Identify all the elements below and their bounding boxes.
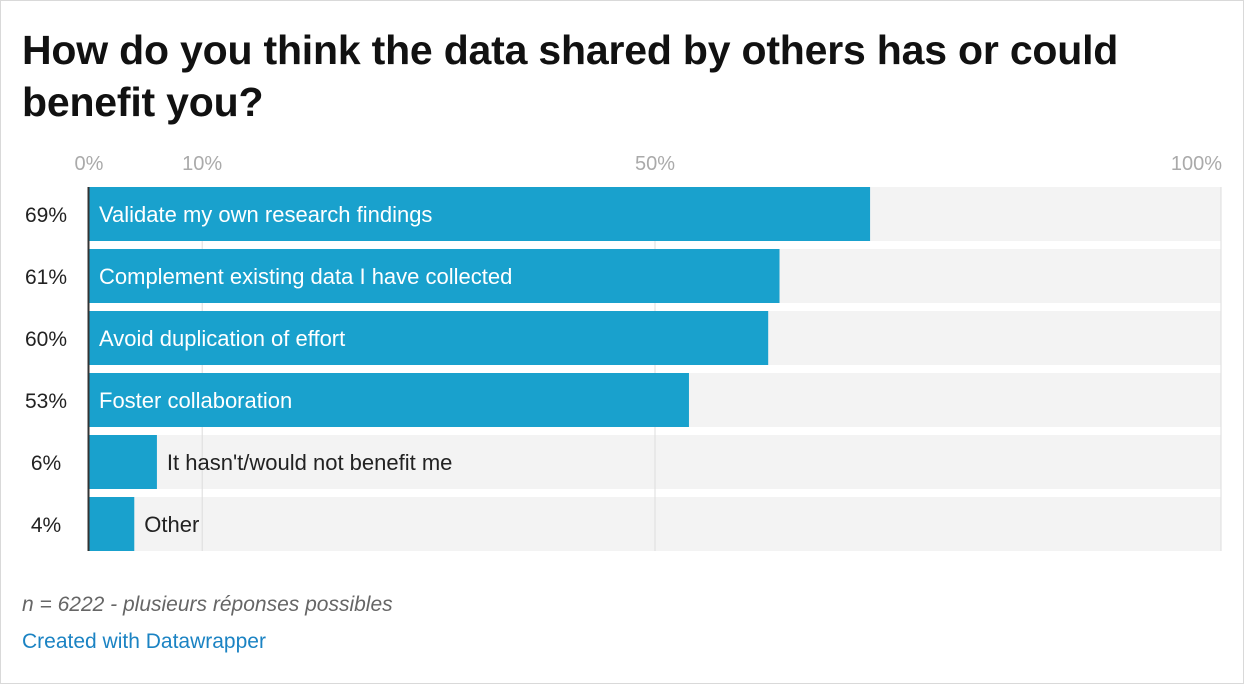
x-tick-label: 10% — [182, 153, 222, 175]
bar — [89, 435, 157, 489]
value-label: 69% — [25, 204, 67, 227]
value-label: 4% — [31, 514, 61, 537]
category-label: Avoid duplication of effort — [99, 326, 345, 351]
sample-size-note: n = 6222 - plusieurs réponses possibles — [22, 593, 393, 616]
bar — [89, 497, 135, 551]
value-label: 6% — [31, 452, 61, 475]
category-label: Other — [144, 512, 199, 537]
value-label: 60% — [25, 328, 67, 351]
category-label: It hasn't/would not benefit me — [167, 450, 452, 475]
bar — [89, 373, 689, 427]
x-tick-label: 100% — [1171, 153, 1222, 175]
bar — [89, 187, 871, 241]
category-label: Foster collaboration — [99, 388, 292, 413]
category-label: Validate my own research findings — [99, 202, 432, 227]
bar — [89, 249, 780, 303]
category-label: Complement existing data I have collecte… — [99, 264, 512, 289]
bar — [89, 311, 769, 365]
datawrapper-credit-link[interactable]: Created with Datawrapper — [22, 630, 266, 653]
value-label: 53% — [25, 390, 67, 413]
x-tick-label: 50% — [635, 153, 675, 175]
x-tick-label: 0% — [75, 153, 104, 175]
chart-title: How do you think the data shared by othe… — [22, 27, 1119, 125]
value-label: 61% — [25, 266, 67, 289]
